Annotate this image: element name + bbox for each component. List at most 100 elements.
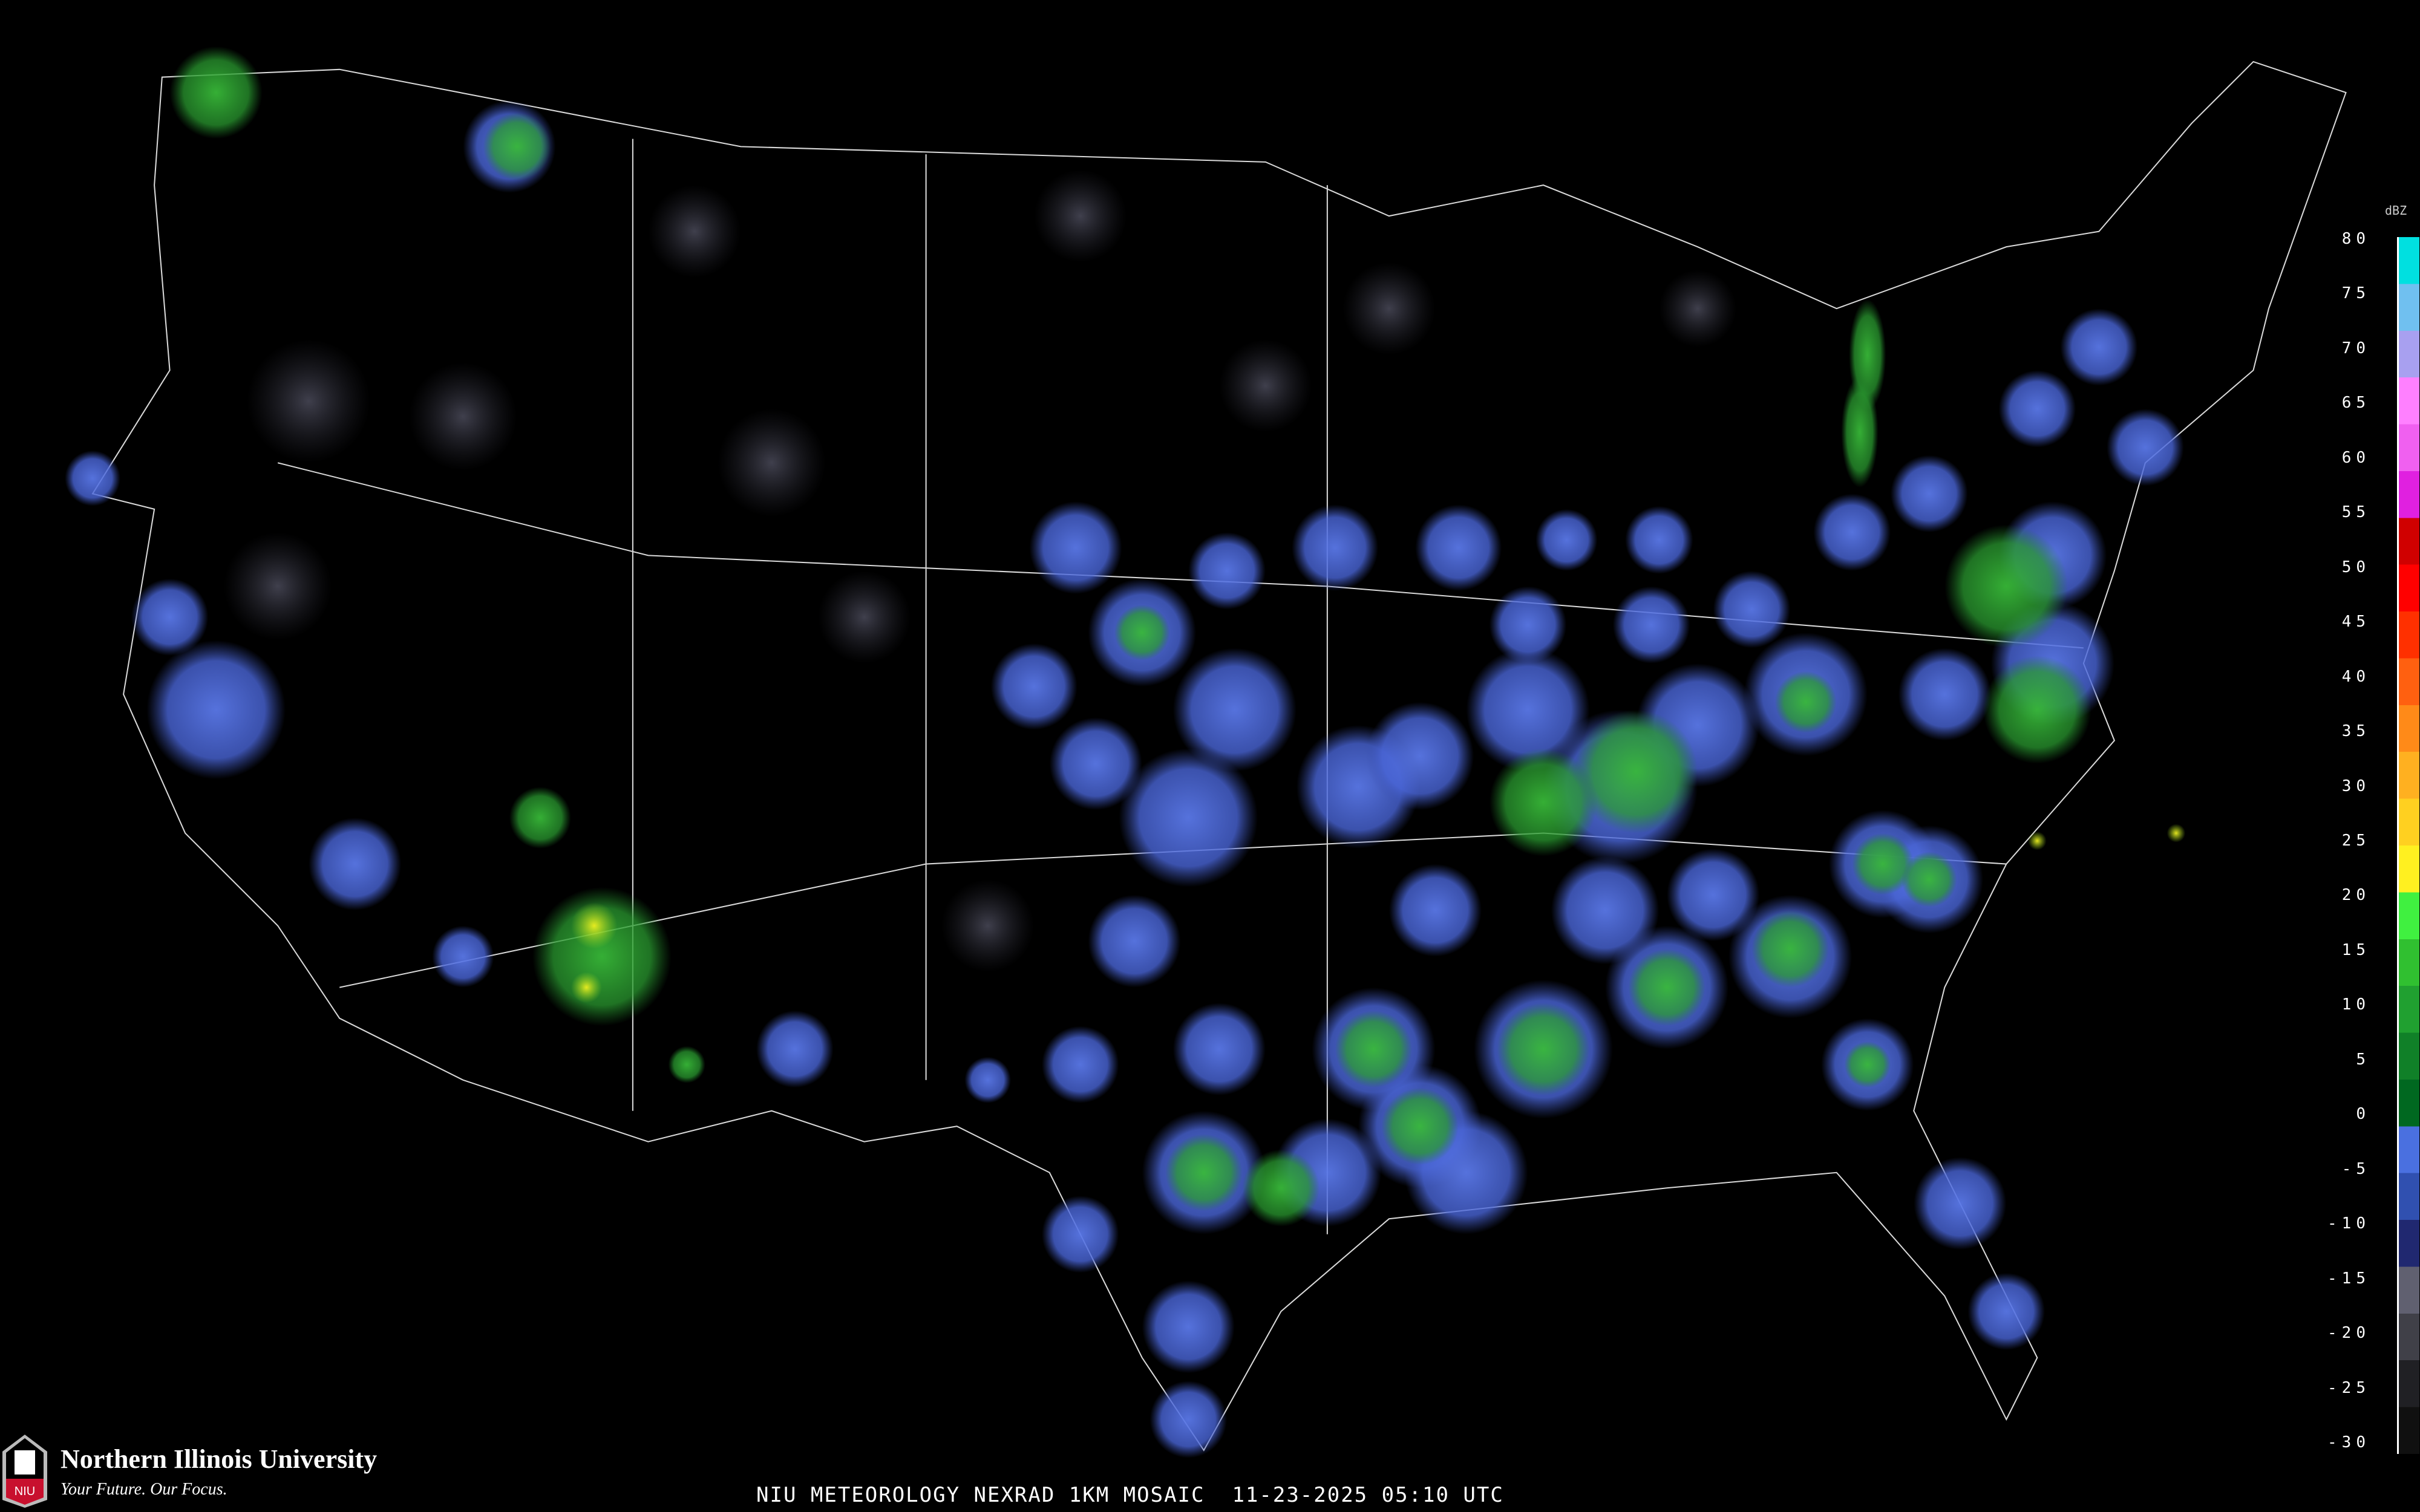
radar-echo <box>1041 1196 1119 1273</box>
legend-tick: 80 <box>2341 230 2370 248</box>
legend-tick: 10 <box>2341 996 2370 1014</box>
radar-echo <box>1242 1149 1320 1227</box>
radar-echo <box>718 409 826 517</box>
radar-echo <box>169 46 263 139</box>
radar-echo <box>532 887 672 1026</box>
legend-tick: 75 <box>2341 284 2370 303</box>
radar-echo <box>509 787 571 849</box>
radar-echo <box>1667 849 1760 942</box>
svg-text:NIU: NIU <box>15 1485 35 1498</box>
radar-echo <box>941 879 1035 973</box>
legend-tick: -30 <box>2327 1433 2370 1452</box>
radar-echo <box>756 1010 834 1088</box>
legend-tick: -20 <box>2327 1324 2370 1343</box>
radar-echo <box>65 450 120 506</box>
radar-echo <box>1625 506 1693 574</box>
radar-echo <box>1914 1157 2007 1250</box>
radar-echo <box>1342 262 1436 355</box>
radar-echo <box>1219 339 1312 432</box>
dbz-color-legend: dBZ 80 75 70 65 60 55 50 45 40 35 30 25 20 15 10 5 0 -5 -1… <box>2327 203 2420 1464</box>
radar-echo <box>1751 910 1829 988</box>
radar-echo <box>1898 648 1991 741</box>
legend-tick: -15 <box>2327 1269 2370 1288</box>
radar-echo <box>1890 455 1968 533</box>
university-name: Northern Illinois University <box>60 1444 378 1474</box>
radar-echo <box>1852 833 1914 895</box>
radar-echo <box>1983 656 2091 764</box>
radar-echo <box>1365 702 1474 810</box>
radar-echo <box>1041 1026 1119 1103</box>
radar-echo <box>1034 169 1127 262</box>
radar-echo <box>1415 504 1502 591</box>
radar-echo <box>2028 831 2047 850</box>
legend-tick: 60 <box>2341 448 2370 467</box>
legend-tick: -10 <box>2327 1214 2370 1233</box>
legend-tick: 35 <box>2341 722 2370 741</box>
university-tagline: Your Future. Our Focus. <box>60 1480 227 1499</box>
radar-echo <box>1967 1272 2046 1351</box>
radar-echo <box>1774 671 1837 733</box>
radar-echo <box>1292 504 1379 591</box>
radar-echo <box>1844 1041 1891 1088</box>
radar-echo <box>247 339 371 463</box>
map-caption: NIU METEOROLOGY NEXRAD 1KM MOSAIC 11-23-… <box>756 1483 1504 1507</box>
radar-echo <box>1574 709 1698 833</box>
radar-echo <box>1119 748 1258 887</box>
radar-echo <box>223 532 332 640</box>
legend-unit: dBZ <box>2385 203 2407 218</box>
radar-echo <box>1150 1381 1228 1458</box>
radar-echo <box>1381 1087 1459 1165</box>
radar-echo <box>131 578 209 656</box>
radar-echo <box>1841 376 1879 488</box>
radar-echo <box>1659 270 1736 347</box>
radar-echo <box>1142 1280 1235 1374</box>
radar-echo <box>1551 856 1660 965</box>
radar-echo <box>1489 748 1598 856</box>
radar-echo <box>1114 604 1170 660</box>
radar-echo <box>1165 1133 1243 1211</box>
radar-echo <box>1535 509 1598 571</box>
radar-echo <box>309 818 402 911</box>
legend-tick: 50 <box>2341 558 2370 576</box>
radar-echo <box>1612 586 1690 663</box>
niu-shield-icon: NIU <box>2 1435 47 1508</box>
radar-echo <box>818 570 911 663</box>
legend-color-bar <box>2397 237 2419 1454</box>
radar-echo <box>571 902 618 949</box>
radar-echo <box>483 112 551 181</box>
radar-echo <box>146 640 286 780</box>
legend-tick: 0 <box>2356 1105 2370 1124</box>
radar-echo <box>1998 370 2076 448</box>
radar-echoes <box>65 46 2186 1458</box>
radar-echo <box>1944 524 2068 648</box>
legend-tick: -5 <box>2341 1159 2370 1178</box>
radar-echo <box>432 925 494 988</box>
radar-echo <box>1813 494 1891 571</box>
legend-tick: 15 <box>2341 940 2370 959</box>
radar-echo <box>1172 1003 1266 1096</box>
radar-echo <box>1713 570 1791 648</box>
niu-logo: NIU Northern Illinois University Your Fu… <box>0 1430 436 1509</box>
legend-tick: 5 <box>2356 1050 2370 1069</box>
radar-echo <box>1029 501 1122 595</box>
radar-echo <box>1466 648 1590 772</box>
radar-echo <box>409 362 517 471</box>
radar-echo <box>990 643 1078 730</box>
radar-echo <box>648 185 741 278</box>
radar-echo <box>1497 1003 1590 1096</box>
radar-echo <box>571 972 602 1003</box>
legend-tick: 30 <box>2341 777 2370 795</box>
legend-tick: 65 <box>2341 394 2370 412</box>
radar-echo <box>1172 648 1297 772</box>
radar-echo <box>1335 1010 1413 1088</box>
legend-tick: 70 <box>2341 339 2370 357</box>
radar-echo <box>1489 586 1567 663</box>
radar-echo <box>1088 894 1181 988</box>
legend-tick: 25 <box>2341 832 2370 850</box>
radar-echo <box>1388 864 1482 957</box>
radar-echo <box>668 1046 705 1083</box>
radar-echo <box>1901 852 1957 907</box>
legend-tick: 55 <box>2341 503 2370 522</box>
